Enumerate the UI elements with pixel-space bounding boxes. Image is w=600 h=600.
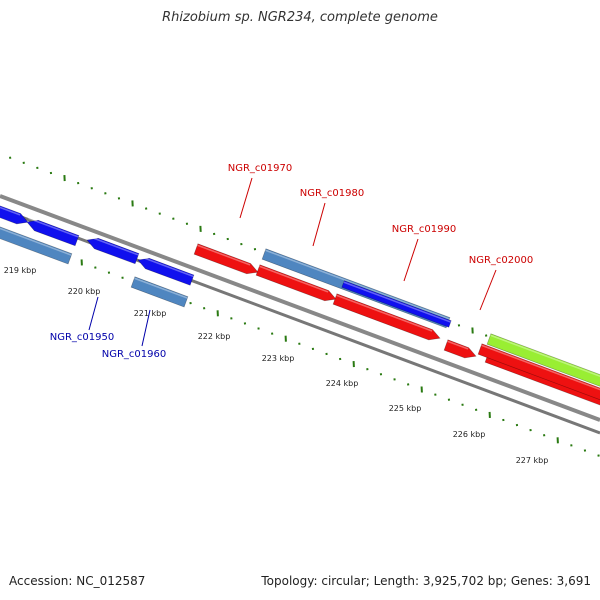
gene-label: NGR_c01990 (392, 224, 457, 235)
gene-reverse-arrow (0, 226, 73, 265)
feature-highlight (134, 277, 188, 299)
gene-forward-arrow (443, 339, 477, 359)
cds-reverse-arrow (137, 257, 195, 286)
ruler-label: 221 kbp (134, 309, 167, 318)
cds-reverse-arrow (26, 219, 80, 247)
cds-forward-arrow (486, 333, 600, 387)
ruler-label: 227 kbp (516, 456, 549, 465)
feature-highlight (139, 255, 194, 278)
feature-highlight (481, 344, 600, 391)
cds-forward-arrow (477, 343, 600, 401)
feature-highlight (197, 244, 251, 266)
leader-line (88, 296, 99, 331)
ruler-label: 222 kbp (198, 332, 231, 341)
ruler-label: 225 kbp (389, 404, 422, 413)
gene-label: NGR_c01980 (300, 188, 365, 199)
gene-label: NGR_c01970 (228, 163, 293, 174)
leader-line (239, 177, 253, 219)
map-title: Rhizobium sp. NGR234, complete genome (162, 10, 438, 25)
gene-label: NGR_c01960 (102, 349, 167, 360)
feature-highlight (336, 294, 433, 332)
gene-forward-arrow (255, 264, 337, 302)
ruler-label: 220 kbp (68, 287, 101, 296)
feature-highlight (0, 227, 72, 256)
feature-highlight (28, 217, 79, 238)
cds-reverse-arrow (0, 205, 29, 225)
feature-highlight (265, 249, 450, 320)
backbone-line-outer (0, 194, 600, 422)
leader-line (141, 309, 151, 347)
leader-line (479, 269, 497, 311)
feature-highlight (447, 340, 469, 350)
ruler-label: 226 kbp (453, 430, 486, 439)
gene-forward-arrow (332, 293, 441, 341)
ruler-label: 223 kbp (262, 354, 295, 363)
feature-highlight (0, 206, 21, 216)
feature-highlight (343, 281, 451, 323)
accession-label: Accession: NC_012587 (9, 574, 146, 588)
gene-reverse-arrow (130, 276, 189, 308)
gene-label: NGR_c02000 (469, 255, 534, 266)
cds-forward-arrow (193, 243, 259, 275)
leader-line (312, 202, 326, 247)
feature-track (0, 205, 600, 406)
ruler-label: 219 kbp (4, 266, 37, 275)
cds-reverse-arrow (86, 237, 140, 265)
feature-highlight (259, 265, 329, 293)
cds-reverse-arrow (341, 280, 452, 328)
genome-summary: Topology: circular; Length: 3,925,702 bp… (261, 574, 591, 588)
gene-label: NGR_c01950 (50, 332, 115, 343)
ruler-label: 224 kbp (326, 379, 359, 388)
label-leader-lines (88, 177, 497, 347)
leader-line (403, 238, 419, 282)
feature-highlight (88, 235, 139, 256)
